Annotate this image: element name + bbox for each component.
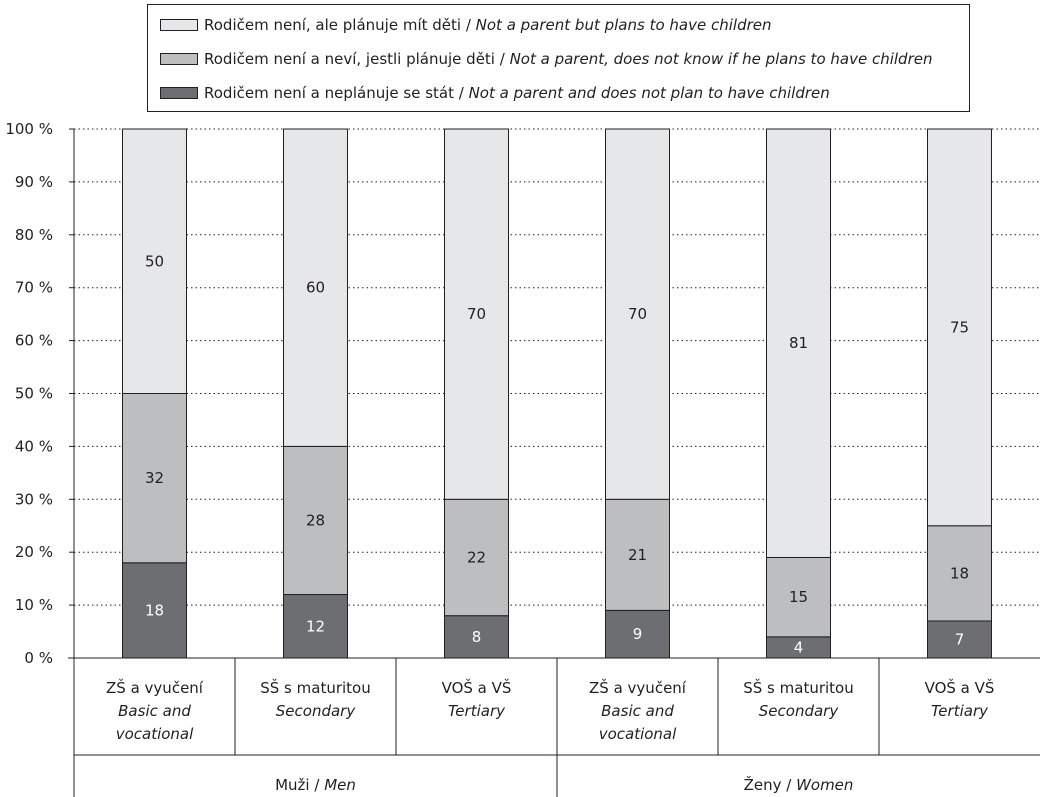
category-label-en: Secondary [276,702,357,720]
group-label: Ženy / Women [744,775,854,794]
bar-segment [927,525,992,622]
category-label-en: vocational [116,725,194,743]
category-label: SŠ s maturitou [743,678,854,697]
category-label: SŠ s maturitou [260,678,371,697]
category-label: VOŠ a VŠ [925,678,995,697]
y-tick-label: 70 % [15,279,53,297]
legend-item-no-plan: Rodičem není a neplánuje se stát / Not a… [160,83,830,103]
data-label: 4 [794,638,804,656]
category-label: VOŠ a VŠ [442,678,512,697]
group-label: Muži / Men [275,776,356,794]
data-label: 9 [633,625,643,643]
data-label: 81 [789,334,808,352]
y-tick-label: 50 % [15,385,53,403]
data-label: 22 [467,548,486,566]
y-tick-label: 60 % [15,332,53,350]
y-tick-label: 100 % [5,120,53,138]
data-label: 18 [145,601,164,619]
data-label: 28 [306,511,325,529]
legend-swatch-plans [160,19,198,31]
data-label: 50 [145,252,164,270]
data-label: 60 [306,279,325,297]
category-label: ZŠ a vyučení [106,678,204,697]
category-label-en: Basic and [118,702,191,720]
bar-segment [283,128,348,447]
category-label-en: Tertiary [931,702,989,720]
bar-segment [766,128,831,558]
data-label: 70 [467,305,486,323]
bar-segment [122,562,187,659]
legend-label-undecided-cz: Rodičem není a neví, jestli plánuje děti [204,50,495,68]
legend: Rodičem není, ale plánuje mít děti / Not… [147,4,970,112]
bar-segment [283,594,348,659]
legend-swatch-no-plan [160,87,198,99]
legend-item-plans: Rodičem není, ale plánuje mít děti / Not… [160,15,772,35]
bar-segment [444,615,509,659]
bar-segment [766,556,831,638]
data-label: 18 [950,564,969,582]
data-label: 70 [628,305,647,323]
data-label: 7 [955,630,965,648]
category-label-en: Tertiary [448,702,506,720]
data-label: 21 [628,546,647,564]
legend-label-plans-cz: Rodičem není, ale plánuje mít děti [204,16,462,34]
gridlines [74,128,1040,606]
category-label-en: Basic and [601,702,674,720]
y-tick-labels: 0 % 10 % 20 % 30 % 40 % 50 % 60 % 70 % 80 % 90 % 1… [5,120,53,667]
y-tick-label: 0 % [24,649,53,667]
category-label: ZŠ a vyučení [589,678,687,697]
bar-segment [605,498,670,611]
data-label: 75 [950,318,969,336]
bar-segment [122,128,187,394]
x-tick-labels: ZŠ a vyučení Basic and vocational SŠ s matu… [106,678,994,794]
category-label-en: Secondary [759,702,840,720]
bar-segment [283,445,348,596]
axes [68,128,1040,797]
category-label-en: vocational [599,725,677,743]
data-label: 12 [306,617,325,635]
bar-segment [444,498,509,617]
legend-label-no-plan-cz: Rodičem není a neplánuje se stát [204,84,454,102]
data-label: 15 [789,588,808,606]
y-tick-label: 30 % [15,490,53,508]
y-tick-label: 80 % [15,226,53,244]
y-tick-label: 40 % [15,437,53,455]
legend-label-plans-en: Not a parent but plans to have children [475,16,772,34]
data-label: 8 [472,628,482,646]
bars: 18 32 50 12 28 60 8 22 70 9 21 70 4 15 81 7 18 75 [122,128,992,659]
y-tick-label: 20 % [15,543,53,561]
y-tick-label: 90 % [15,173,53,191]
legend-label-undecided-en: Not a parent, does not know if he plans … [509,50,933,68]
bar-segment [927,128,992,527]
data-label: 32 [145,469,164,487]
legend-swatch-undecided [160,53,198,65]
bar-segment [605,128,670,500]
legend-label-no-plan-en: Not a parent and does not plan to have c… [468,84,830,102]
legend-item-undecided: Rodičem není a neví, jestli plánuje děti… [160,49,932,69]
bar-segment [122,393,187,564]
y-tick-label: 10 % [15,596,53,614]
bar-segment [444,128,509,500]
